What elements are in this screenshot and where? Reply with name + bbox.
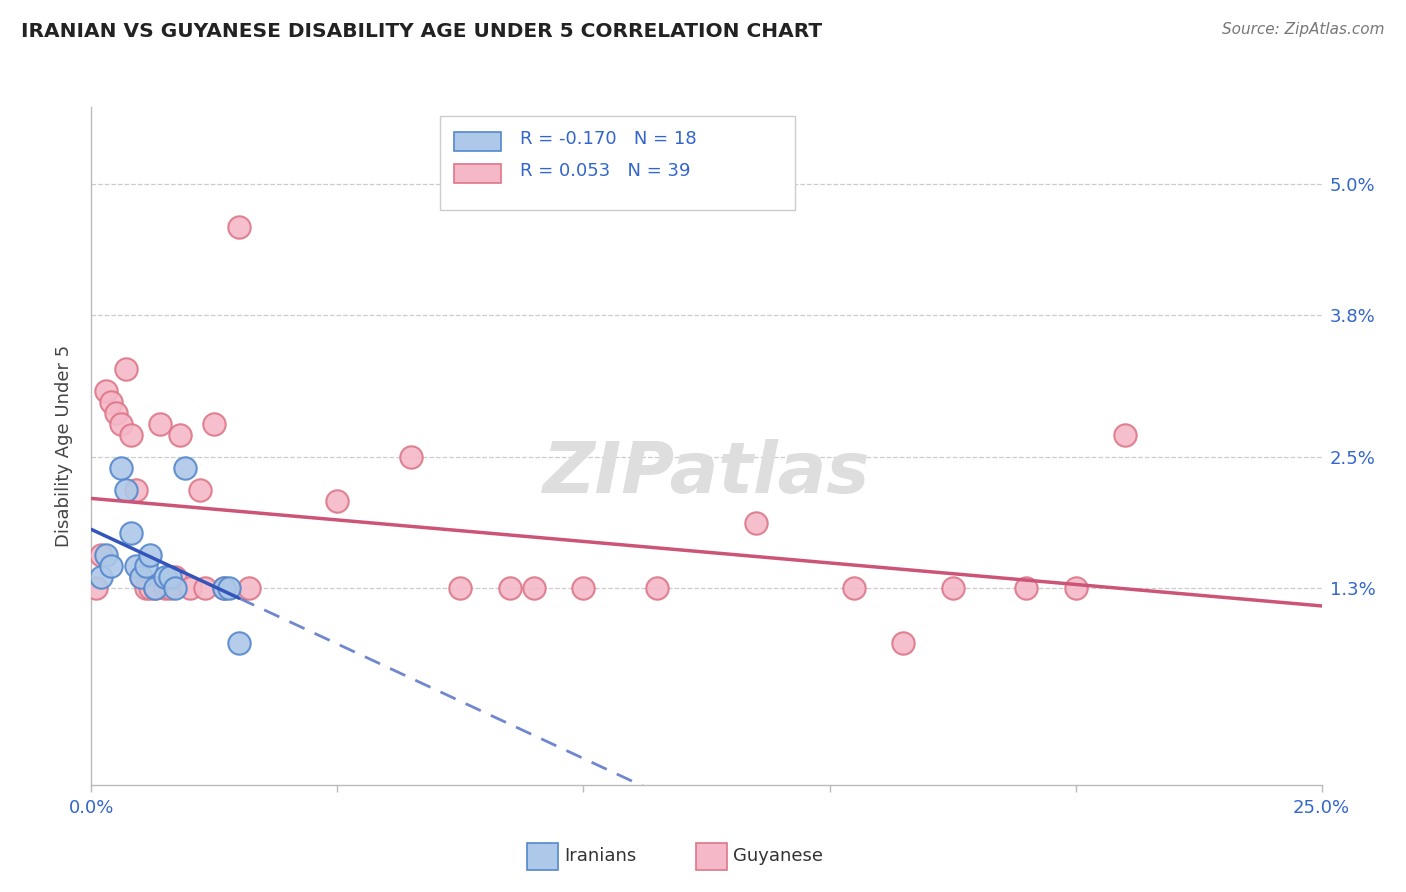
Point (163, 581, 186, 595)
Point (163, 570, 186, 584)
FancyBboxPatch shape (454, 164, 501, 183)
Point (159, 570, 181, 584)
Text: IRANIAN VS GUYANESE DISABILITY AGE UNDER 5 CORRELATION CHART: IRANIAN VS GUYANESE DISABILITY AGE UNDER… (21, 22, 823, 41)
Point (139, 549, 162, 563)
Point (153, 570, 177, 584)
Point (326, 493, 349, 508)
Point (1064, 581, 1087, 595)
Point (498, 581, 520, 595)
Point (100, 559, 122, 574)
Point (218, 581, 240, 595)
Point (188, 483, 211, 497)
Point (228, 220, 250, 235)
Text: Iranians: Iranians (564, 847, 636, 865)
Point (86, 581, 108, 595)
Point (212, 581, 235, 595)
Point (145, 581, 166, 595)
Point (238, 581, 260, 595)
Text: R = -0.170   N = 18: R = -0.170 N = 18 (520, 130, 696, 148)
Point (399, 450, 422, 464)
Point (96, 549, 117, 563)
Point (449, 581, 471, 595)
Point (842, 581, 865, 595)
Point (100, 395, 122, 409)
Point (572, 581, 595, 595)
Point (96, 384, 117, 399)
Point (129, 570, 152, 584)
Text: Source: ZipAtlas.com: Source: ZipAtlas.com (1222, 22, 1385, 37)
Point (120, 428, 142, 442)
Point (202, 417, 225, 431)
Point (645, 581, 669, 595)
Point (153, 581, 177, 595)
Point (110, 417, 132, 431)
Point (228, 636, 250, 650)
Point (124, 483, 146, 497)
Point (149, 417, 172, 431)
Text: R = 0.053   N = 39: R = 0.053 N = 39 (520, 161, 690, 180)
Point (139, 581, 162, 595)
Point (174, 461, 197, 475)
Point (745, 516, 768, 530)
Text: Guyanese: Guyanese (733, 847, 823, 865)
Point (941, 581, 963, 595)
Point (179, 581, 201, 595)
Point (120, 526, 142, 541)
Point (90, 570, 112, 584)
Point (193, 581, 217, 595)
FancyBboxPatch shape (440, 116, 796, 211)
Point (135, 559, 156, 574)
Point (135, 581, 156, 595)
FancyBboxPatch shape (454, 132, 501, 151)
Point (891, 636, 914, 650)
Point (1015, 581, 1038, 595)
Point (124, 559, 146, 574)
Point (212, 581, 235, 595)
Y-axis label: Disability Age Under 5: Disability Age Under 5 (55, 345, 73, 547)
Point (1114, 428, 1136, 442)
Point (129, 570, 152, 584)
Point (114, 362, 138, 376)
Point (523, 581, 546, 595)
Point (90, 549, 112, 563)
Point (110, 461, 132, 475)
Point (169, 428, 191, 442)
Point (145, 581, 166, 595)
Point (159, 581, 181, 595)
Text: ZIPatlas: ZIPatlas (543, 439, 870, 508)
Point (114, 483, 138, 497)
Point (105, 406, 127, 420)
